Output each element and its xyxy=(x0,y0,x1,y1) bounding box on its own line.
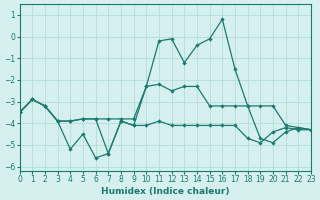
X-axis label: Humidex (Indice chaleur): Humidex (Indice chaleur) xyxy=(101,187,229,196)
